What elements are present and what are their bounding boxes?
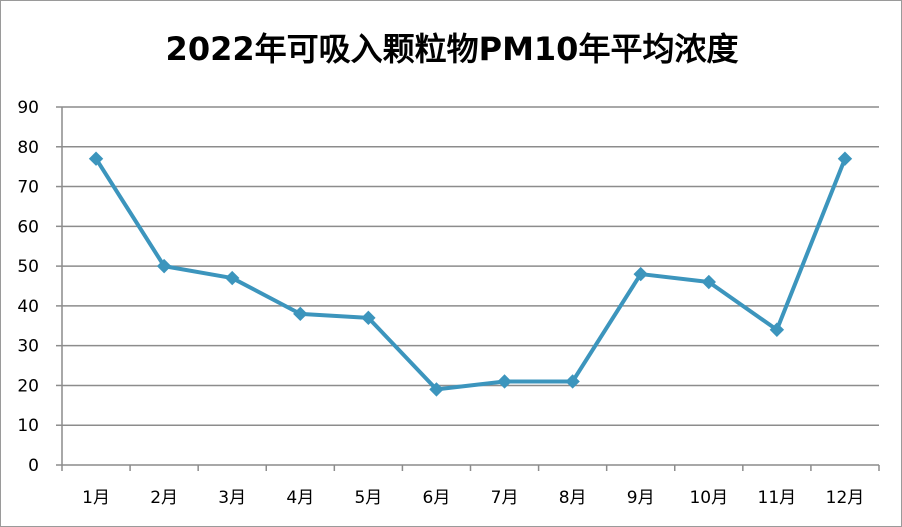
data-point (701, 274, 716, 290)
y-tick-label: 30 (17, 337, 39, 357)
y-tick-label: 90 (17, 98, 39, 118)
data-point (837, 151, 853, 166)
data-point (633, 266, 648, 282)
y-tick-label: 0 (28, 456, 39, 476)
data-point (769, 322, 785, 337)
x-tick-label: 5月 (354, 488, 382, 508)
y-tick-label: 80 (17, 138, 39, 158)
y-tick-label: 50 (17, 257, 39, 277)
series-line (94, 156, 847, 392)
data-point (361, 310, 376, 326)
x-tick-label: 6月 (423, 488, 451, 508)
data-point (156, 258, 172, 274)
x-tick-label: 8月 (559, 488, 587, 508)
y-tick-label: 70 (17, 178, 39, 198)
y-tick-label: 10 (17, 416, 39, 436)
x-tick-label: 12月 (826, 488, 865, 508)
x-tick-label: 7月 (491, 488, 519, 508)
x-tick-label: 4月 (286, 488, 314, 508)
x-tick-label: 2月 (150, 488, 178, 508)
data-point (88, 151, 104, 166)
y-tick-label: 20 (17, 376, 39, 396)
x-tick-label: 9月 (627, 488, 655, 508)
y-tick-label: 60 (17, 217, 39, 237)
x-tick-label: 3月 (218, 488, 246, 508)
chart-title: 2022年可吸入颗粒物PM10年平均浓度 (165, 30, 739, 68)
x-tick-label: 10月 (689, 488, 728, 508)
data-point (293, 306, 308, 322)
x-tick-label: 1月 (82, 488, 110, 508)
data-point (565, 374, 580, 389)
data-point (225, 270, 240, 286)
data-point (429, 382, 444, 397)
data-point (497, 374, 512, 389)
x-tick-label: 11月 (758, 488, 797, 508)
y-tick-label: 40 (17, 297, 39, 317)
